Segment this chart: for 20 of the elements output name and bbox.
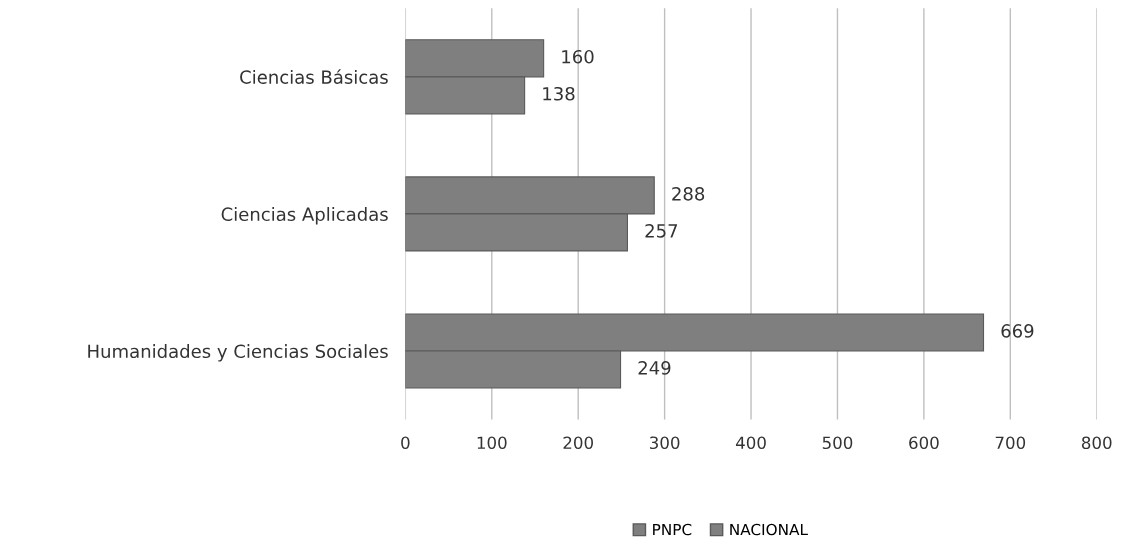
x-tick-label: 200: [563, 436, 593, 450]
y-tick-label: Ciencias Básicas: [240, 69, 388, 84]
y-tick-label: Humanidades y Ciencias Sociales: [88, 344, 388, 362]
y-tick-label: Ciencias Aplicadas: [221, 207, 388, 225]
x-tick-label: 700: [995, 436, 1026, 450]
data-label: 249: [638, 361, 671, 375]
legend-label: PNPC: [653, 523, 692, 536]
data-label: 138: [543, 86, 575, 101]
data-label: 669: [1001, 324, 1034, 338]
x-tick-label: 0: [401, 436, 410, 450]
x-tick-label: 800: [1081, 436, 1112, 450]
data-label: 257: [645, 223, 678, 238]
x-tick-label: 500: [822, 436, 853, 450]
legend-label: NACIONAL: [730, 523, 808, 536]
x-tick-label: 300: [649, 436, 680, 450]
x-tick-label: 400: [735, 436, 766, 450]
x-tick-label: 100: [477, 436, 507, 450]
data-label: 160: [562, 49, 594, 64]
data-label: 288: [672, 186, 705, 201]
x-tick-label: 600: [909, 436, 939, 450]
